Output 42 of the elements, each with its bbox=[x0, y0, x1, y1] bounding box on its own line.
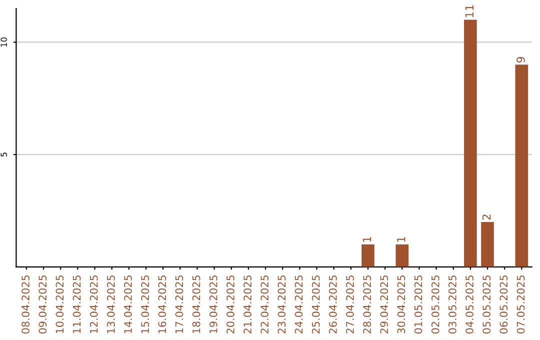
x-tick-label: 16.04.2025 bbox=[158, 275, 166, 334]
bar bbox=[481, 222, 494, 267]
x-tick-label: 30.04.2025 bbox=[397, 275, 406, 334]
x-tick-label: 04.05.2025 bbox=[466, 275, 474, 334]
x-tick-label: 23.04.2025 bbox=[278, 275, 286, 334]
x-tick-label: 25.04.2025 bbox=[312, 275, 320, 334]
x-tick-label: 11.04.2025 bbox=[72, 275, 81, 334]
y-tick-label: 10 bbox=[0, 37, 7, 47]
x-tick-label: 02.05.2025 bbox=[431, 275, 440, 334]
x-tick-label: 03.05.2025 bbox=[448, 275, 456, 334]
x-tick-label: 07.05.2025 bbox=[516, 275, 525, 334]
data-label: 2 bbox=[482, 214, 491, 220]
x-tick-label: 29.04.2025 bbox=[380, 275, 388, 334]
bar bbox=[464, 20, 477, 267]
x-tick-label: 26.04.2025 bbox=[328, 275, 337, 334]
x-tick-label: 01.05.2025 bbox=[414, 275, 422, 334]
bar bbox=[362, 244, 374, 267]
x-tick-label: 15.04.2025 bbox=[141, 275, 149, 334]
x-tick-label: 18.04.2025 bbox=[192, 275, 200, 334]
bar bbox=[396, 244, 409, 267]
x-tick-label: 09.04.2025 bbox=[38, 275, 47, 334]
data-label: 11 bbox=[465, 5, 474, 18]
data-label: 1 bbox=[362, 237, 372, 242]
x-tick-label: 19.04.2025 bbox=[209, 275, 218, 334]
bar bbox=[515, 64, 528, 267]
x-tick-label: 14.04.2025 bbox=[124, 275, 132, 334]
x-tick-label: 17.04.2025 bbox=[175, 275, 184, 334]
x-tick-label: 22.04.2025 bbox=[260, 275, 269, 334]
x-tick-label: 28.04.2025 bbox=[363, 275, 371, 334]
x-tick-label: 27.04.2025 bbox=[346, 275, 354, 334]
x-tick-label: 24.04.2025 bbox=[294, 275, 303, 334]
x-tick-label: 10.04.2025 bbox=[56, 275, 64, 334]
x-tick-label: 05.05.2025 bbox=[482, 275, 491, 334]
x-tick-label: 12.04.2025 bbox=[90, 275, 98, 334]
data-label: 9 bbox=[516, 56, 525, 63]
x-tick-label: 08.04.2025 bbox=[22, 275, 30, 334]
data-label: 1 bbox=[397, 237, 406, 242]
x-tick-label: 06.05.2025 bbox=[500, 275, 508, 334]
y-tick-label: 5 bbox=[0, 152, 7, 157]
x-tick-label: 21.04.2025 bbox=[244, 275, 252, 334]
x-tick-label: 20.04.2025 bbox=[226, 275, 234, 334]
x-tick-label: 13.04.2025 bbox=[106, 275, 115, 334]
